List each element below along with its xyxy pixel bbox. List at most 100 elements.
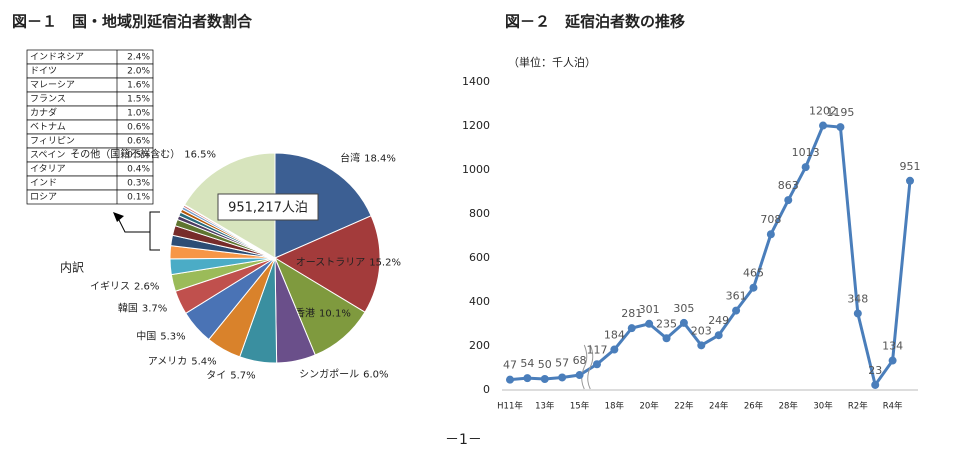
data-label: アメリカ 5.4%	[148, 356, 217, 368]
category-name: その他（国籍不詳含む）	[70, 148, 180, 161]
x-tick-label: 18年	[605, 401, 625, 412]
table-value: 0.3%	[127, 179, 150, 189]
y-tick-label: 0	[483, 383, 490, 396]
data-label: タイ 5.7%	[206, 369, 255, 381]
category-name: 韓国	[118, 303, 138, 315]
table-name: マレーシア	[30, 81, 75, 91]
value-label: 5.3%	[160, 332, 185, 343]
marker	[627, 324, 636, 333]
x-tick-label: 20年	[639, 401, 659, 412]
x-tick-label: R4年	[883, 401, 903, 412]
table-value: 2.4%	[127, 53, 150, 63]
pie-slice	[273, 215, 381, 313]
marker	[732, 306, 741, 315]
data-label: 235	[656, 317, 677, 330]
value-label: 16.5%	[184, 150, 216, 161]
category-name: オーストラリア	[296, 257, 366, 269]
arrow	[117, 217, 150, 233]
y-tick-label: 400	[469, 295, 490, 308]
center-box	[217, 193, 319, 221]
data-label: オーストラリア 15.2%	[296, 257, 401, 269]
annotation: 内訳	[60, 260, 84, 275]
marker	[888, 356, 897, 365]
data-label: 50	[538, 358, 552, 371]
value-label: 10.1%	[319, 309, 351, 320]
table-value: 1.6%	[127, 81, 150, 91]
x-tick-label: 22年	[674, 401, 694, 412]
marker	[679, 318, 688, 327]
line	[509, 123, 912, 389]
x-tick-label: 26年	[744, 401, 764, 412]
data-label: 361	[726, 290, 747, 303]
marker	[662, 334, 671, 343]
y-tick-label: 1400	[462, 75, 490, 88]
data-label: 203	[691, 324, 712, 337]
data-label: 54	[520, 357, 534, 370]
category-name: イギリス	[90, 280, 130, 292]
category-name: タイ	[206, 369, 226, 381]
data-label: 68	[573, 354, 587, 367]
data-label: シンガポール 6.0%	[299, 369, 388, 381]
marker	[906, 176, 914, 185]
table-value: 0.6%	[127, 137, 150, 147]
value-label: 3.7%	[142, 304, 167, 315]
marker	[749, 283, 758, 292]
figure-title: 図－１ 国・地域別延宿泊者数割合	[12, 13, 253, 31]
marker	[592, 360, 601, 369]
table-value: 0.4%	[127, 165, 150, 175]
value-label: 5.4%	[191, 357, 216, 368]
value-label: 18.4%	[364, 153, 396, 164]
x-tick-label: 28年	[779, 401, 799, 412]
data-label: 348	[847, 292, 868, 305]
marker	[506, 375, 514, 384]
category-name: 香港	[295, 308, 315, 320]
y-tick-label: 1000	[462, 163, 490, 176]
table-name: カナダ	[30, 107, 57, 119]
data-label: 中国 5.3%	[136, 330, 185, 343]
x-tick-label: 13年	[535, 401, 555, 412]
table-name: インドネシア	[30, 52, 84, 63]
data-label: 韓国 3.7%	[118, 303, 167, 315]
data-label: 305	[673, 302, 694, 315]
x-tick-label: 30年	[813, 401, 833, 412]
x-tick-label: 15年	[570, 401, 590, 412]
data-label: 249	[708, 314, 729, 327]
center-label: 951,217人泊	[228, 201, 308, 216]
table-name: スペイン	[30, 151, 65, 161]
marker	[766, 230, 775, 239]
table-value: 1.5%	[127, 95, 150, 105]
data-label: 1195	[826, 106, 854, 119]
data-label: その他（国籍不詳含む） 16.5%	[70, 148, 216, 161]
category-name: 台湾	[340, 151, 360, 164]
y-tick-label: 1200	[462, 119, 490, 132]
category-name: アメリカ	[148, 356, 188, 368]
data-label: 301	[639, 303, 660, 316]
pie-slice	[274, 152, 372, 259]
marker	[523, 374, 532, 383]
marker	[645, 319, 654, 328]
y-tick-label: 200	[469, 339, 490, 352]
data-label: 281	[621, 307, 642, 320]
marker	[558, 373, 567, 382]
data-label: 951	[900, 160, 921, 173]
marker	[871, 380, 880, 389]
axis-break	[581, 344, 594, 390]
data-label: 1202	[809, 105, 837, 118]
figure-title: 図－２ 延宿泊者数の推移	[505, 13, 685, 31]
table-value: 0.5%	[127, 151, 150, 161]
marker	[714, 331, 723, 340]
arrow-head	[113, 212, 124, 222]
marker	[801, 163, 810, 172]
marker	[836, 123, 845, 132]
marker	[819, 121, 828, 130]
table-name: インド	[30, 179, 57, 189]
bracket	[149, 211, 160, 251]
table-name: イタリア	[30, 164, 66, 175]
page-number: －1－	[445, 432, 482, 448]
table-name: フランス	[30, 94, 66, 105]
data-label: 465	[743, 267, 764, 280]
value-label: 5.7%	[230, 370, 255, 381]
data-label: 57	[555, 356, 569, 369]
marker	[575, 371, 584, 380]
